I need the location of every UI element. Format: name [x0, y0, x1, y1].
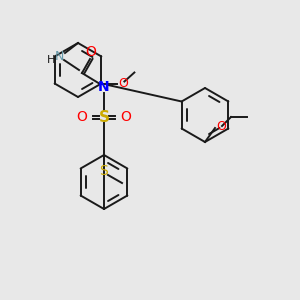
Text: H: H	[47, 55, 55, 65]
Text: N: N	[98, 80, 110, 94]
Text: O: O	[216, 121, 226, 134]
Text: S: S	[100, 164, 108, 178]
Text: N: N	[54, 50, 64, 64]
Text: O: O	[76, 110, 87, 124]
Text: O: O	[118, 77, 128, 90]
Text: S: S	[98, 110, 110, 124]
Text: O: O	[85, 45, 96, 59]
Text: O: O	[121, 110, 131, 124]
